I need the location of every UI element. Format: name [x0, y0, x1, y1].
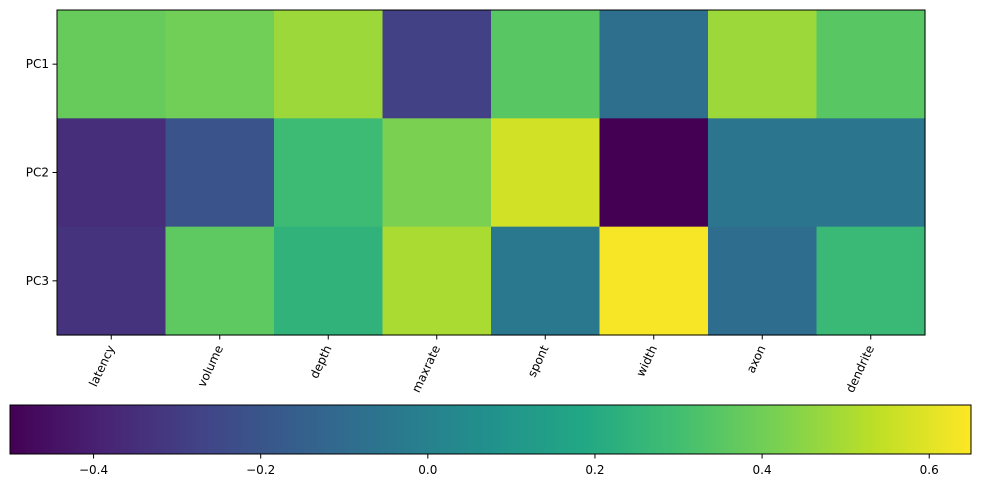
heatmap-cell-pc2-axon: [708, 118, 818, 228]
heatmap-cell-pc2-spont: [491, 118, 601, 228]
heatmap-cell-pc3-spont: [491, 226, 601, 336]
heatmap-cell-pc2-latency: [57, 118, 167, 228]
heatmap-cell-pc1-latency: [57, 10, 167, 119]
heatmap-cell-pc1-dendrite: [816, 10, 926, 119]
heatmap-cell-pc3-depth: [274, 226, 384, 336]
y-tick-label-pc1: PC1: [26, 57, 49, 71]
colorbar-tick-label-3: 0.2: [585, 463, 604, 477]
heatmap-cell-pc2-volume: [165, 118, 275, 228]
heatmap-cell-pc2-dendrite: [816, 118, 926, 228]
x-axis: latency volume depth maxrate spont width axon d…: [86, 335, 877, 395]
heatmap-cell-pc1-axon: [708, 10, 818, 119]
x-tick-label-latency: latency: [86, 343, 117, 389]
heatmap-cell-pc3-dendrite: [816, 226, 926, 336]
x-tick-label-volume: volume: [195, 343, 226, 389]
x-tick-label-depth: depth: [307, 343, 334, 381]
heatmap-cell-pc1-width: [599, 10, 709, 119]
heatmap-cell-pc2-maxrate: [382, 118, 492, 228]
heatmap-cell-pc1-maxrate: [382, 10, 492, 119]
colorbar-tick-label-4: 0.4: [753, 463, 772, 477]
y-axis: PC1 PC2 PC3: [26, 57, 57, 288]
heatmap-cell-pc2-depth: [274, 118, 384, 228]
x-tick-label-maxrate: maxrate: [409, 343, 443, 395]
y-tick-label-pc3: PC3: [26, 274, 49, 288]
heatmap-cells: [57, 10, 926, 336]
y-tick-label-pc2: PC2: [26, 166, 49, 180]
heatmap-cell-pc3-maxrate: [382, 226, 492, 336]
heatmap-cell-pc3-volume: [165, 226, 275, 336]
x-tick-label-axon: axon: [744, 343, 769, 375]
colorbar-bar: [9, 404, 972, 455]
heatmap-cell-pc2-width: [599, 118, 709, 228]
heatmap-cell-pc3-latency: [57, 226, 167, 336]
colorbar-tick-label-0: −0.4: [79, 463, 108, 477]
colorbar-tick-label-2: 0.0: [418, 463, 437, 477]
heatmap-cell-pc3-width: [599, 226, 709, 336]
colorbar-tick-label-5: 0.6: [920, 463, 939, 477]
heatmap-cell-pc1-volume: [165, 10, 275, 119]
heatmap-cell-pc1-depth: [274, 10, 384, 119]
x-tick-label-spont: spont: [525, 343, 552, 380]
x-tick-label-dendrite: dendrite: [843, 343, 877, 395]
heatmap-cell-pc3-axon: [708, 226, 818, 336]
heatmap-cell-pc1-spont: [491, 10, 601, 119]
colorbar-tick-label-1: −0.2: [246, 463, 275, 477]
colorbar-axis: −0.4 −0.2 0.0 0.2 0.4 0.6: [79, 454, 939, 477]
x-tick-label-width: width: [633, 343, 660, 379]
